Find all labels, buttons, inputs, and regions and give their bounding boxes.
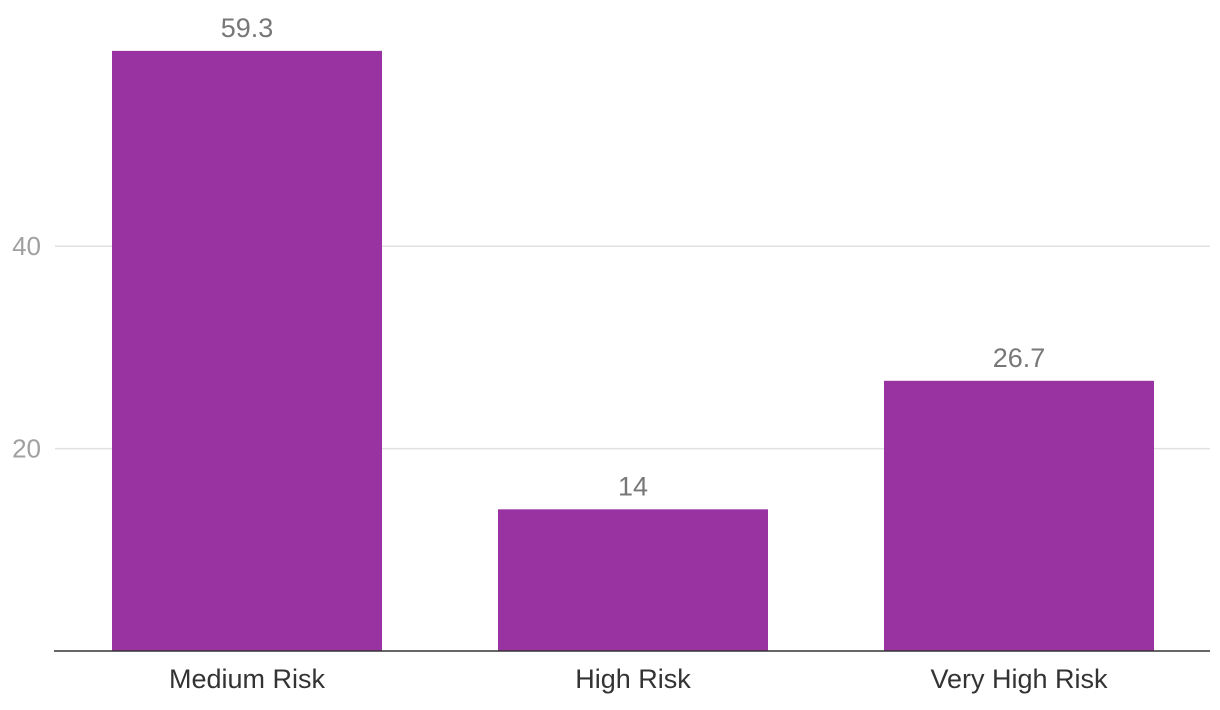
bars — [112, 50, 1154, 652]
x-tick-label: Very High Risk — [930, 664, 1108, 694]
bar-high-risk — [498, 509, 768, 651]
data-label: 59.3 — [221, 13, 274, 43]
data-labels: 59.3 14 26.7 — [221, 13, 1046, 501]
data-label: 14 — [618, 471, 648, 501]
x-tick-label: Medium Risk — [169, 664, 326, 694]
y-tick-label: 20 — [12, 434, 41, 464]
bar-medium-risk — [112, 50, 382, 652]
y-tick-label: 40 — [12, 231, 41, 261]
x-tick-label: High Risk — [575, 664, 691, 694]
x-axis-ticks: Medium Risk High Risk Very High Risk — [169, 664, 1108, 694]
data-label: 26.7 — [993, 343, 1046, 373]
bar-very-high-risk — [884, 380, 1154, 651]
